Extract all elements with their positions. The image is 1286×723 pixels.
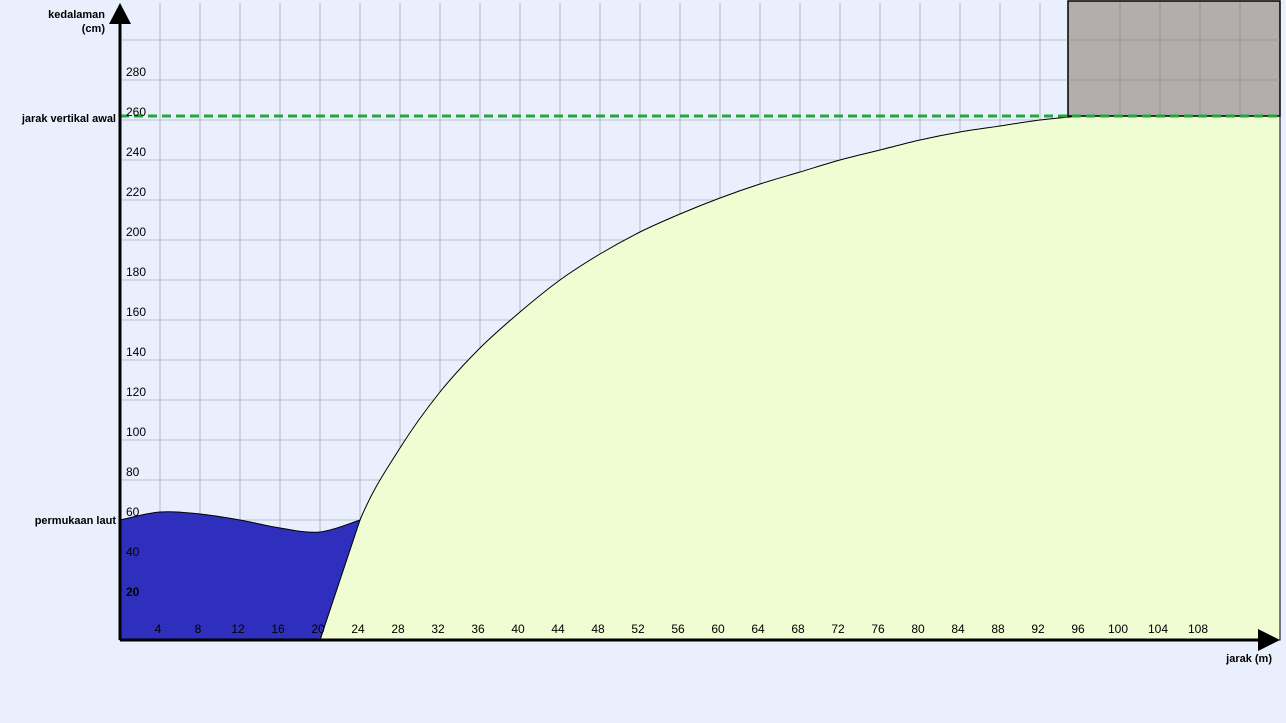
y-tick-label: 80 [126, 465, 140, 479]
tick-labels: 4 8 12 16 20 24 28 32 36 40 44 48 52 56 60 64 68 72 76 80 84… [126, 65, 1208, 636]
x-tick-label: 100 [1108, 622, 1128, 636]
x-tick-label: 88 [991, 622, 1005, 636]
x-tick-label: 4 [155, 622, 162, 636]
x-tick-label: 72 [831, 622, 845, 636]
x-tick-label: 84 [951, 622, 965, 636]
y-tick-label: 280 [126, 65, 146, 79]
x-tick-label: 56 [671, 622, 685, 636]
initial-vertical-distance-label: jarak vertikal awal [21, 113, 116, 125]
y-tick-label: 200 [126, 225, 146, 239]
sea-surface-label: permukaan laut [35, 515, 117, 527]
x-tick-label: 28 [391, 622, 405, 636]
x-tick-label: 12 [231, 622, 245, 636]
x-tick-label: 16 [271, 622, 285, 636]
sea-water-area [119, 511, 361, 641]
y-tick-label: 100 [126, 425, 146, 439]
x-tick-label: 68 [791, 622, 805, 636]
x-tick-label: 92 [1031, 622, 1045, 636]
x-tick-label: 36 [471, 622, 485, 636]
x-tick-label: 52 [631, 622, 645, 636]
x-tick-label: 48 [591, 622, 605, 636]
x-tick-label: 20 [311, 622, 325, 636]
x-tick-label: 64 [751, 622, 765, 636]
y-tick-label: 40 [126, 545, 140, 559]
y-tick-label: 220 [126, 185, 146, 199]
x-tick-label: 80 [911, 622, 925, 636]
y-axis-title-line1: kedalaman [48, 9, 105, 21]
y-tick-label: 120 [126, 385, 146, 399]
y-tick-label: 60 [126, 505, 140, 519]
block-grid [1068, 2, 1280, 116]
y-tick-label: 240 [126, 145, 146, 159]
x-tick-label: 104 [1148, 622, 1168, 636]
land-area [319, 115, 1281, 641]
x-tick-label: 44 [551, 622, 565, 636]
x-tick-label: 40 [511, 622, 525, 636]
x-tick-label: 60 [711, 622, 725, 636]
x-tick-label: 76 [871, 622, 885, 636]
y-axis-title-line2: (cm) [82, 23, 106, 35]
y-tick-label: 20 [126, 585, 140, 599]
y-axis-arrow [109, 3, 131, 24]
y-tick-label: 160 [126, 305, 146, 319]
axes [109, 3, 1280, 651]
x-tick-label: 24 [351, 622, 365, 636]
x-tick-label: 8 [195, 622, 202, 636]
y-tick-label: 260 [126, 105, 146, 119]
x-tick-label: 96 [1071, 622, 1085, 636]
gray-block [1067, 0, 1281, 117]
y-tick-label: 180 [126, 265, 146, 279]
x-axis-title: jarak (m) [1225, 653, 1272, 665]
y-tick-label: 140 [126, 345, 146, 359]
x-tick-label: 32 [431, 622, 445, 636]
x-tick-label: 108 [1188, 622, 1208, 636]
x-axis-arrow [1258, 629, 1280, 651]
